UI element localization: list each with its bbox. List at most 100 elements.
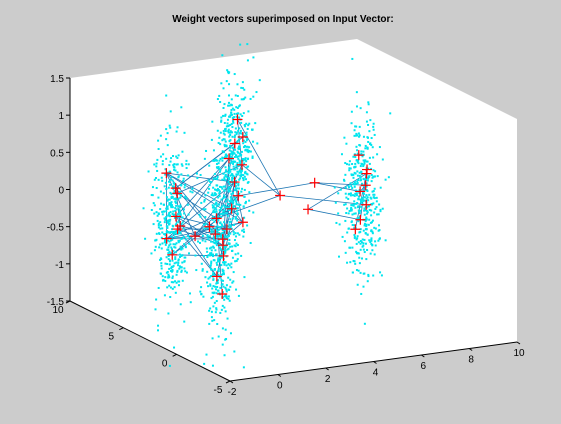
- input-point: [224, 294, 227, 297]
- input-point: [367, 199, 370, 202]
- input-point: [222, 279, 225, 282]
- input-point: [379, 210, 382, 213]
- input-point: [226, 317, 229, 320]
- input-point: [373, 193, 376, 196]
- weight-point: [355, 214, 366, 225]
- input-point: [351, 213, 354, 216]
- weight-link: [238, 182, 315, 197]
- input-point: [200, 293, 203, 296]
- input-point: [227, 232, 230, 235]
- input-point: [216, 98, 219, 101]
- input-point: [358, 195, 361, 198]
- input-point: [233, 350, 236, 353]
- input-point: [156, 158, 159, 161]
- input-point: [219, 143, 222, 146]
- input-point: [211, 295, 214, 298]
- input-point: [187, 174, 190, 177]
- input-point: [363, 161, 366, 164]
- input-point: [223, 298, 226, 301]
- input-point: [238, 164, 241, 167]
- input-point: [213, 319, 216, 322]
- input-point: [215, 210, 218, 213]
- input-point: [174, 291, 177, 294]
- input-point: [372, 190, 375, 193]
- input-point: [168, 222, 171, 225]
- input-point: [237, 155, 240, 158]
- input-point: [171, 269, 174, 272]
- input-point: [235, 187, 238, 190]
- input-point: [381, 207, 384, 210]
- input-point: [355, 91, 358, 94]
- input-point: [228, 83, 231, 86]
- input-point: [247, 151, 250, 154]
- weight-point: [226, 203, 237, 214]
- input-point: [236, 150, 239, 153]
- input-point: [245, 139, 248, 142]
- input-point: [208, 187, 211, 190]
- input-point: [224, 205, 227, 208]
- input-point: [362, 178, 365, 181]
- input-point: [352, 203, 355, 206]
- input-point: [233, 175, 236, 178]
- input-point: [165, 207, 168, 210]
- input-point: [226, 154, 229, 157]
- input-point: [224, 328, 227, 331]
- input-point: [227, 247, 230, 250]
- input-point: [214, 249, 217, 252]
- input-point: [248, 122, 251, 125]
- input-point: [223, 251, 226, 254]
- input-point: [228, 115, 231, 118]
- input-point: [351, 223, 354, 226]
- input-point: [212, 198, 215, 201]
- input-point: [356, 235, 359, 238]
- input-point: [218, 246, 221, 249]
- input-point: [220, 308, 223, 311]
- input-point: [363, 213, 366, 216]
- input-point: [174, 201, 177, 204]
- input-point: [348, 160, 351, 163]
- input-point: [351, 271, 354, 274]
- input-point: [359, 144, 362, 147]
- input-point: [370, 237, 373, 240]
- input-point: [171, 212, 174, 215]
- input-point: [347, 212, 350, 215]
- input-point: [164, 218, 167, 221]
- input-point: [230, 193, 233, 196]
- input-point: [222, 204, 225, 207]
- input-point: [353, 134, 356, 137]
- input-point: [170, 201, 173, 204]
- input-point: [202, 255, 205, 258]
- input-point: [172, 264, 175, 267]
- input-point: [373, 226, 376, 229]
- input-point: [248, 149, 251, 152]
- input-point: [221, 256, 224, 259]
- input-point: [357, 178, 360, 181]
- input-point: [222, 132, 225, 135]
- input-point: [235, 131, 238, 134]
- input-point: [232, 168, 235, 171]
- input-point: [211, 364, 214, 367]
- input-point: [237, 138, 240, 141]
- input-point: [246, 137, 249, 140]
- input-point: [231, 160, 234, 163]
- input-point: [161, 242, 164, 245]
- input-point: [232, 280, 235, 283]
- input-point: [223, 229, 226, 232]
- input-point: [179, 211, 182, 214]
- input-point: [358, 262, 361, 265]
- input-point: [159, 155, 162, 158]
- input-point: [373, 133, 376, 136]
- input-point: [196, 177, 199, 180]
- input-point: [208, 322, 211, 325]
- input-point: [224, 261, 227, 264]
- input-point: [169, 202, 172, 205]
- input-point: [363, 196, 366, 199]
- input-point: [378, 238, 381, 241]
- weight-point: [217, 240, 228, 251]
- input-point: [236, 156, 239, 159]
- input-point: [238, 132, 241, 135]
- input-point: [202, 208, 205, 211]
- input-point: [371, 232, 374, 235]
- input-point: [212, 259, 215, 262]
- input-point: [344, 219, 347, 222]
